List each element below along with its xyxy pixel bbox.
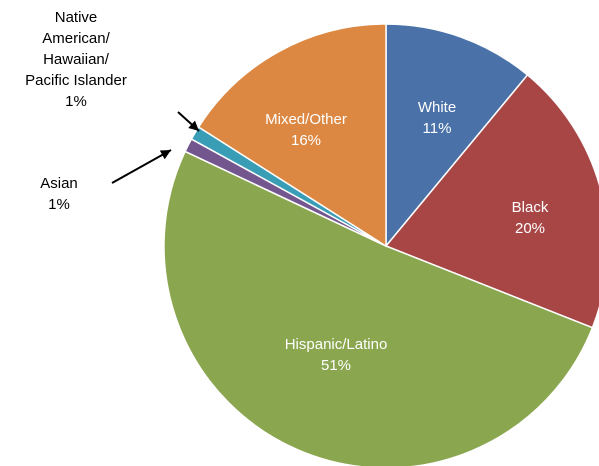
pie-label-black: Black 20%	[512, 199, 549, 237]
pie-slice-white	[385, 23, 529, 249]
pie-label-native-american-hawaiian-pacific-islander: Native American/Hawaiian/Pacific Islander…	[25, 9, 127, 110]
pie-label-mixed-other: Mixed/Other 16%	[265, 111, 347, 149]
callout-line-asian	[111, 149, 172, 184]
pie-label-white: White 11%	[418, 99, 456, 137]
callout-arrowhead-asian	[159, 150, 171, 160]
callout-arrowhead-native-american-hawaiian-pacific-islander	[188, 120, 199, 131]
pie-label-asian: Asian 1%	[40, 175, 78, 213]
pie-slices	[163, 23, 599, 466]
pie-slice-black	[384, 73, 599, 329]
pie-label-hispanic-latino: Hispanic/Latino 51%	[285, 336, 388, 374]
pie-slice-hispanic-latino	[163, 150, 594, 466]
pie-callouts	[111, 111, 200, 184]
pie-labels: White 11% Black 20% Hispanic/Latino 51% Asian 1…	[25, 9, 549, 374]
pie-slice-mixed-other	[197, 23, 387, 248]
